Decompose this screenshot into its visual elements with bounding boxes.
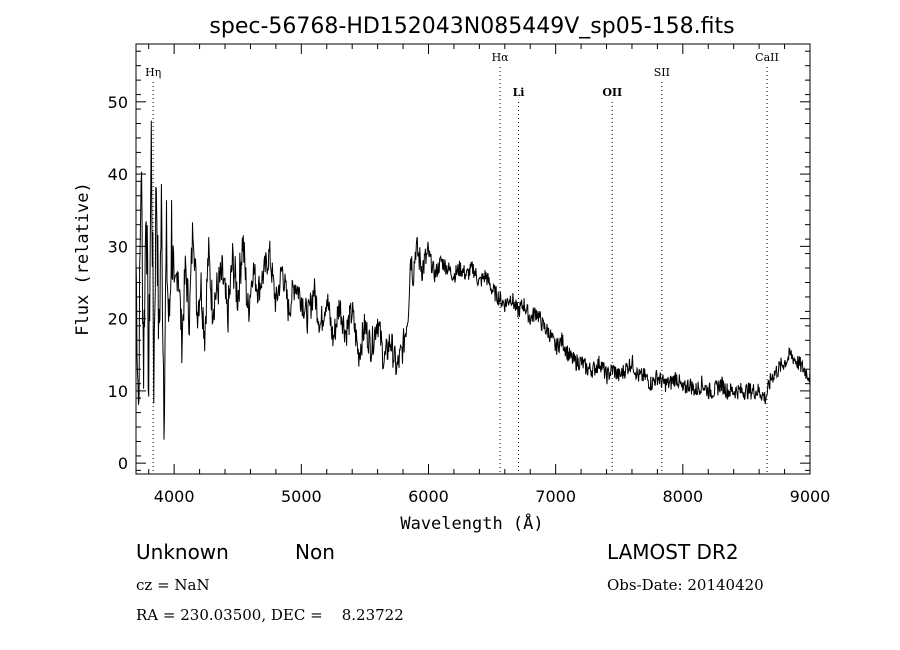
axis-ticks: 4000 5000 6000 7000 8000 9000 0 10 20 30 40 50 xyxy=(108,44,831,506)
line-marker-label: Li xyxy=(513,86,525,99)
chart-title: spec-56768-HD152043N085449V_sp05-158.fit… xyxy=(209,14,734,39)
y-tick-label: 20 xyxy=(108,310,128,329)
line-marker-label: OII xyxy=(602,86,622,99)
x-axis-label: Wavelength (Å) xyxy=(400,512,543,534)
object-class: Unknown xyxy=(136,540,229,564)
x-tick-label: 8000 xyxy=(662,487,703,506)
observation-date: Obs-Date: 20140420 xyxy=(607,576,764,594)
x-tick-label: 9000 xyxy=(790,487,831,506)
redshift-cz: cz = NaN xyxy=(136,576,210,594)
x-tick-label: 4000 xyxy=(154,487,195,506)
object-subclass: Non xyxy=(295,540,335,564)
x-tick-label: 5000 xyxy=(281,487,322,506)
plot-frame xyxy=(135,43,811,475)
line-marker-label: CaII xyxy=(755,51,779,64)
x-tick-label: 6000 xyxy=(408,487,449,506)
ra-dec-coordinates: RA = 230.03500, DEC = 8.23722 xyxy=(136,606,404,624)
y-tick-label: 0 xyxy=(118,454,128,473)
y-tick-label: 30 xyxy=(108,237,128,256)
line-marker-label: Hη xyxy=(145,66,161,79)
spectrum-series-line xyxy=(135,120,811,440)
y-tick-label: 50 xyxy=(108,93,128,112)
y-axis-label: Flux (relative) xyxy=(73,182,93,336)
survey-name: LAMOST DR2 xyxy=(607,540,739,564)
line-marker-label: Hα xyxy=(492,51,510,64)
x-tick-label: 7000 xyxy=(535,487,576,506)
y-tick-label: 40 xyxy=(108,165,128,184)
y-tick-label: 10 xyxy=(108,382,128,401)
line-marker-label: SII xyxy=(654,66,670,79)
